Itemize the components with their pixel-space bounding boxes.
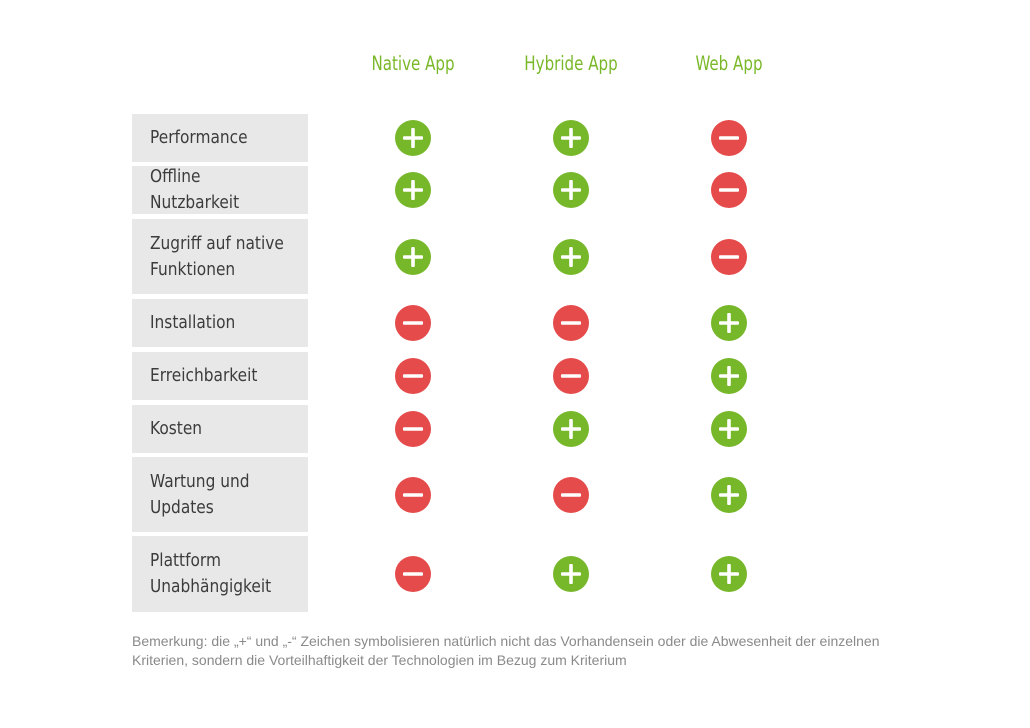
row-label-text: Installation <box>150 313 236 333</box>
minus-icon <box>553 305 589 341</box>
plus-icon <box>553 120 589 156</box>
table-row: Installation <box>132 299 1030 347</box>
table-row: Plattform Unabhängigkeit <box>132 536 1030 612</box>
table-row: Erreichbarkeit <box>132 352 1030 400</box>
row-label: Wartung und Updates <box>132 457 308 532</box>
minus-icon <box>395 411 431 447</box>
plus-icon <box>395 172 431 208</box>
footnote: Bemerkung: die „+“ und „-“ Zeichen symbo… <box>132 633 880 668</box>
row-label: Installation <box>132 299 308 347</box>
row-label-text: Zugriff auf native Funktionen <box>150 233 284 280</box>
minus-icon <box>553 358 589 394</box>
plus-icon <box>553 411 589 447</box>
plus-icon <box>553 172 589 208</box>
minus-icon <box>395 476 431 513</box>
column-header-hybride-app: Hybride App <box>524 52 618 75</box>
row-label: Zugriff auf native Funktionen <box>132 219 308 294</box>
minus-icon <box>395 358 431 394</box>
column-header-native-app: Native App <box>371 52 455 75</box>
row-label: Performance <box>132 114 308 162</box>
table-row: Performance <box>132 114 1030 162</box>
plus-icon <box>711 305 747 341</box>
minus-icon <box>711 238 747 275</box>
row-label: Offline Nutzbarkeit <box>132 166 308 214</box>
plus-icon <box>553 238 589 275</box>
row-label: Plattform Unabhängigkeit <box>132 536 308 612</box>
plus-icon <box>711 556 747 592</box>
minus-icon <box>553 476 589 513</box>
table-row: Kosten <box>132 405 1030 453</box>
minus-icon <box>395 556 431 592</box>
minus-icon <box>711 172 747 208</box>
row-label-text: Kosten <box>150 419 203 439</box>
minus-icon <box>395 305 431 341</box>
table-row: Offline Nutzbarkeit <box>132 166 1030 214</box>
row-label-text: Plattform Unabhängigkeit <box>150 551 272 597</box>
row-label-text: Wartung und Updates <box>150 471 250 518</box>
plus-icon <box>711 358 747 394</box>
row-label: Kosten <box>132 405 308 453</box>
plus-icon <box>395 120 431 156</box>
plus-icon <box>395 238 431 275</box>
table-row: Wartung und Updates <box>132 457 1030 532</box>
row-label-text: Erreichbarkeit <box>150 366 258 386</box>
minus-icon <box>711 120 747 156</box>
row-label: Erreichbarkeit <box>132 352 308 400</box>
column-header-web-app: Web App <box>695 52 763 75</box>
table-row: Zugriff auf native Funktionen <box>132 219 1030 294</box>
plus-icon <box>711 476 747 513</box>
plus-icon <box>553 556 589 592</box>
plus-icon <box>711 411 747 447</box>
row-label-text: Performance <box>150 128 248 148</box>
row-label-text: Offline Nutzbarkeit <box>150 167 240 213</box>
